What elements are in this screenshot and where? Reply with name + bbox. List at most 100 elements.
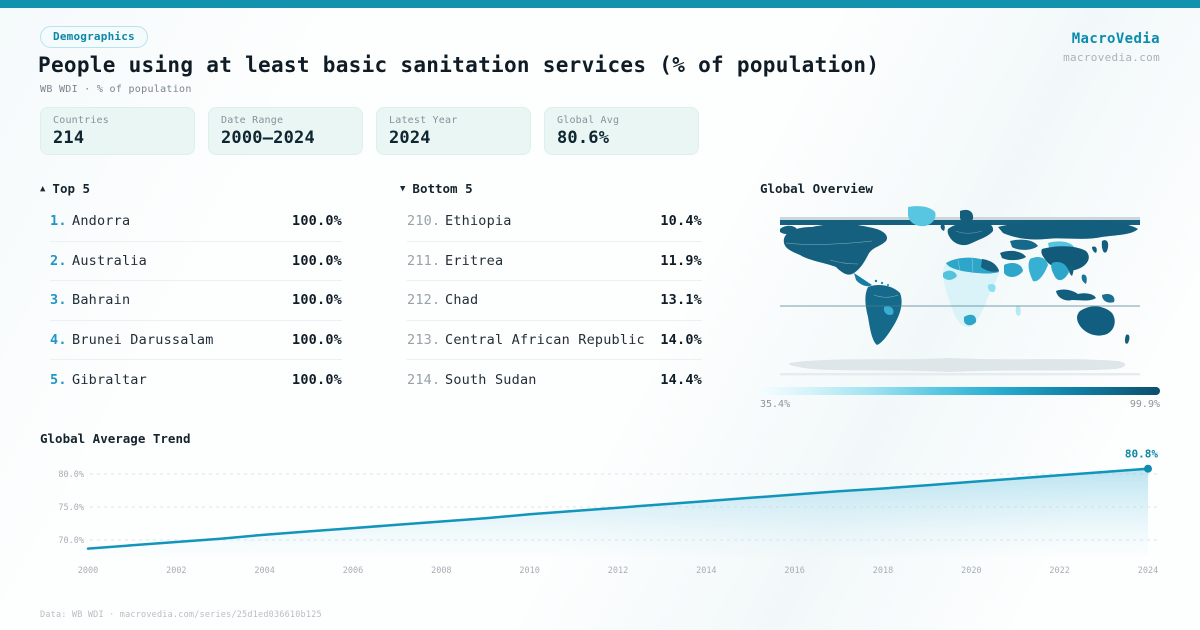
- country-value: 10.4%: [660, 213, 702, 230]
- choropleth-legend-gradient: [760, 387, 1160, 395]
- rank-number: 2.: [50, 252, 67, 269]
- trend-area: [88, 468, 1148, 556]
- trend-header: Global Average Trend: [40, 431, 191, 446]
- list-item: 4. Brunei Darussalam 100.0%: [50, 321, 342, 361]
- rank-number: 211.: [407, 252, 441, 269]
- footer-attribution: Data: WB WDI · macrovedia.com/series/25d…: [40, 610, 322, 620]
- country-value: 100.0%: [292, 292, 342, 309]
- x-axis-label: 2018: [873, 566, 893, 576]
- trend-title: Global Average Trend: [40, 431, 191, 446]
- trend-line: [86, 467, 1150, 550]
- arctic-coast-band: [780, 220, 1140, 225]
- bottom5-title: Bottom 5: [412, 181, 473, 196]
- greenland: [908, 206, 936, 227]
- list-item: 1. Andorra 100.0%: [50, 202, 342, 242]
- y-axis-label: 75.0%: [58, 503, 84, 513]
- list-item: 212. Chad 13.1%: [407, 281, 702, 321]
- x-axis-label: 2010: [519, 566, 539, 576]
- world-choropleth-map: [780, 206, 1140, 376]
- category-badge: Demographics: [40, 26, 148, 48]
- top5-title: Top 5: [52, 181, 91, 196]
- x-axis-label: 2022: [1049, 566, 1069, 576]
- continent-europe: [940, 209, 994, 246]
- trend-chart: 80.0% 75.0% 70.0% 2000 2002 2004 2006 2008 2010 2…: [58, 448, 1160, 576]
- x-axis-label: 2004: [254, 566, 274, 576]
- rank-number: 214.: [407, 372, 441, 389]
- page-subtitle: WB WDI · % of population: [40, 84, 192, 95]
- brand-domain: macrovedia.com: [1063, 51, 1160, 64]
- country-name: South Sudan: [445, 372, 537, 389]
- x-axis-label: 2000: [78, 566, 98, 576]
- x-axis-label: 2020: [961, 566, 981, 576]
- stat-label: Countries: [53, 115, 109, 126]
- stat-label: Global Avg: [557, 115, 620, 126]
- rank-number: 212.: [407, 292, 441, 309]
- country-value: 100.0%: [292, 252, 342, 269]
- country-value: 100.0%: [292, 332, 342, 349]
- middle-east: [1000, 250, 1026, 277]
- rank-number: 3.: [50, 292, 67, 309]
- list-item: 2. Australia 100.0%: [50, 242, 342, 282]
- rank-number: 213.: [407, 332, 441, 349]
- stat-value: 80.6%: [557, 128, 610, 148]
- map-title: Global Overview: [760, 181, 873, 196]
- country-value: 13.1%: [660, 292, 702, 309]
- x-axis-label: 2014: [696, 566, 716, 576]
- trend-end-dot: [1144, 464, 1152, 473]
- choropleth-legend-labels: 35.4% 99.9%: [760, 399, 1160, 410]
- x-axis-label: 2016: [784, 566, 804, 576]
- triangle-up-icon: ▲: [40, 183, 46, 194]
- brand-name: MacroVedia: [1071, 31, 1160, 47]
- rank-number: 1.: [50, 213, 67, 230]
- legend-max-label: 99.9%: [1129, 399, 1160, 410]
- country-value: 100.0%: [292, 372, 342, 389]
- list-item: 3. Bahrain 100.0%: [50, 281, 342, 321]
- country-name: Ethiopia: [445, 213, 512, 230]
- country-name: Australia: [72, 252, 147, 269]
- top5-list: 1. Andorra 100.0% 2. Australia 100.0% 3.…: [50, 202, 342, 400]
- stat-card-global-avg: Global Avg 80.6%: [544, 107, 699, 155]
- list-item: 214. South Sudan 14.4%: [407, 360, 702, 400]
- madagascar: [1015, 305, 1021, 316]
- stat-card-date-range: Date Range 2000—2024: [208, 107, 363, 155]
- stat-card-countries: Countries 214: [40, 107, 195, 155]
- country-value: 14.0%: [660, 332, 702, 349]
- continent-antarctica: [780, 358, 1140, 376]
- top5-header: ▲ Top 5: [40, 181, 90, 196]
- country-name: Gibraltar: [72, 372, 147, 389]
- y-axis-label: 80.0%: [58, 470, 84, 480]
- list-item: 211. Eritrea 11.9%: [407, 242, 702, 282]
- country-value: 11.9%: [660, 252, 702, 269]
- top-accent-bar: [0, 0, 1200, 8]
- rank-number: 4.: [50, 332, 67, 349]
- country-value: 14.4%: [660, 372, 702, 389]
- continent-africa: [943, 257, 1000, 327]
- bottom5-list: 210. Ethiopia 10.4% 211. Eritrea 11.9% 2…: [407, 202, 702, 400]
- arctic-ice-band: [780, 217, 1140, 220]
- rank-number: 5.: [50, 372, 67, 389]
- list-item: 213. Central African Republic 14.0%: [407, 321, 702, 361]
- stat-cards-row: Countries 214 Date Range 2000—2024 Lates…: [40, 107, 699, 155]
- country-name: Brunei Darussalam: [72, 332, 214, 349]
- trend-end-value: 80.8%: [1125, 448, 1158, 461]
- country-name: Central African Republic: [445, 332, 645, 349]
- legend-min-label: 35.4%: [760, 399, 791, 410]
- rank-number: 210.: [407, 213, 441, 230]
- list-item: 210. Ethiopia 10.4%: [407, 202, 702, 242]
- stat-value: 2000—2024: [221, 128, 315, 148]
- country-name: Bahrain: [72, 292, 131, 309]
- country-value: 100.0%: [292, 213, 342, 230]
- x-axis-label: 2002: [166, 566, 186, 576]
- bottom5-header: ▼ Bottom 5: [400, 181, 473, 196]
- x-axis-label: 2024: [1138, 566, 1158, 576]
- y-axis-label: 70.0%: [58, 536, 84, 546]
- map-header: Global Overview: [760, 181, 873, 196]
- continent-north-america: [780, 224, 889, 287]
- country-name: Eritrea: [445, 252, 504, 269]
- stat-label: Latest Year: [389, 115, 458, 126]
- x-axis-label: 2012: [608, 566, 628, 576]
- continent-oceania: [1077, 306, 1130, 344]
- list-item: 5. Gibraltar 100.0%: [50, 360, 342, 400]
- brand-block: MacroVedia macrovedia.com: [1063, 31, 1160, 64]
